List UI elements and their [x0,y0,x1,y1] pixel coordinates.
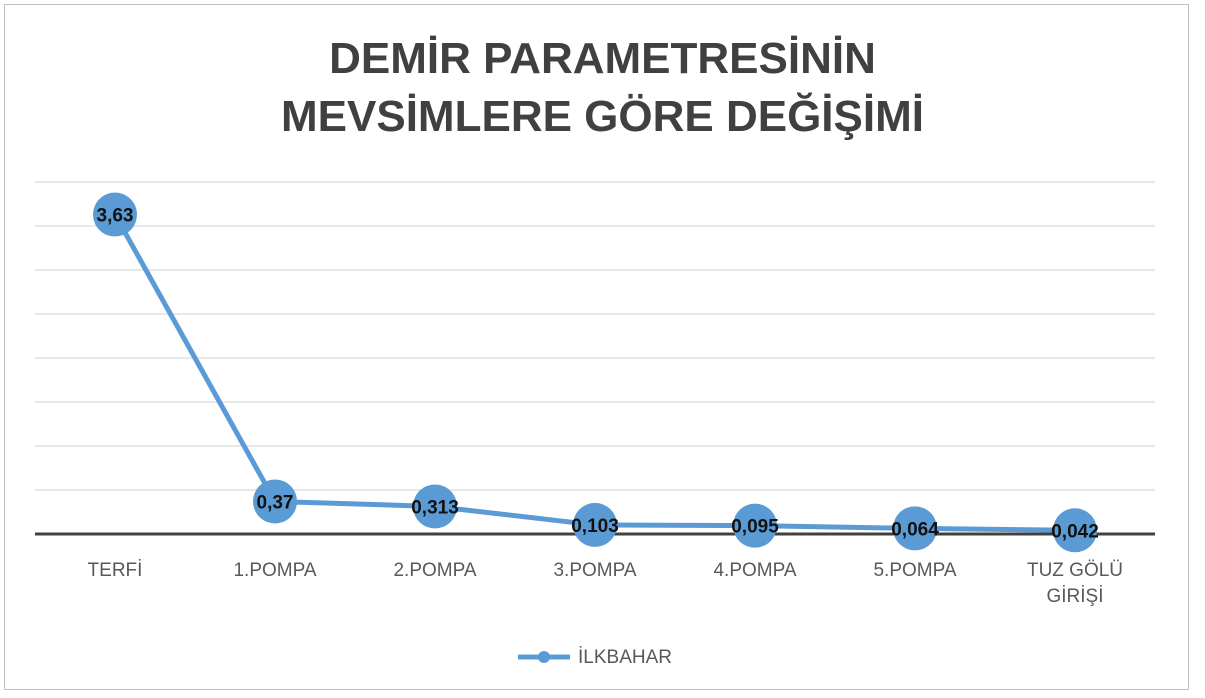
x-tick-label: 5.POMPA [873,560,957,581]
legend-marker [538,651,550,663]
x-tick-label: 4.POMPA [713,560,797,581]
x-tick-label: 3.POMPA [553,560,637,581]
data-label: 3,63 [97,206,134,227]
x-tick-label: 2.POMPA [393,560,477,581]
data-label: 0,064 [891,519,939,540]
x-tick-label: TUZ GÖLÜ GİRİŞİ [1026,560,1124,607]
marker [1053,508,1097,553]
x-tick-label: TERFİ [87,560,143,581]
chart-title: DEMİR PARAMETRESİNİN MEVSİMLERE GÖRE DEĞ… [281,34,924,141]
data-label: 0,103 [571,516,619,537]
marker [93,192,137,237]
marker [253,479,297,524]
legend-label: İLKBAHAR [578,647,672,668]
x-tick-label: 1.POMPA [233,560,317,581]
marker [733,503,777,548]
marker [413,484,457,529]
marker [893,506,937,551]
chart-border [4,4,1189,690]
line [112,213,1076,533]
data-label: 0,042 [1051,521,1099,542]
data-label: 0,095 [731,517,779,538]
marker [573,502,617,547]
data-label: 0,37 [257,492,294,513]
data-label: 0,313 [411,497,459,518]
